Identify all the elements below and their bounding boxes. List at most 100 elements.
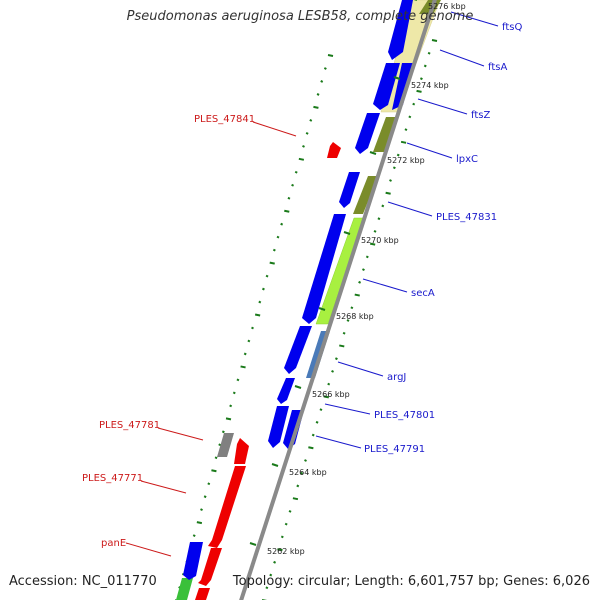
gene-forward[interactable] bbox=[183, 542, 203, 580]
track-dot bbox=[254, 313, 261, 317]
accession-label: Accession: NC_011770 bbox=[9, 574, 157, 589]
label-argJ: argJ bbox=[387, 372, 406, 383]
track-dot bbox=[412, 102, 416, 106]
gene-ftsZ[interactable] bbox=[355, 113, 380, 154]
scale-tick bbox=[271, 463, 279, 467]
label-panE: panE bbox=[101, 538, 126, 549]
gene-lpxC[interactable] bbox=[339, 172, 360, 208]
track-dot bbox=[284, 209, 290, 213]
track-dot bbox=[373, 230, 377, 233]
scale-tick-label: 5262 kbp bbox=[267, 547, 305, 556]
gene-argJ[interactable] bbox=[277, 378, 295, 404]
track-dot bbox=[385, 191, 391, 195]
track-dot bbox=[214, 456, 218, 460]
gene-PLES_47801[interactable] bbox=[268, 406, 289, 448]
track-dot bbox=[423, 64, 427, 68]
label-ftsQ: ftsQ bbox=[502, 22, 522, 33]
label-PLES_47791: PLES_47791 bbox=[364, 444, 425, 455]
track-dot bbox=[327, 54, 334, 57]
track-dot bbox=[346, 319, 350, 322]
scale-tick-label: 5274 kbp bbox=[411, 81, 449, 90]
track-dot bbox=[277, 548, 283, 552]
scale-tick bbox=[249, 542, 257, 546]
track-dot bbox=[288, 510, 292, 513]
track-dot bbox=[221, 430, 225, 434]
reverse-gene-labels: PLES_47841 PLES_47781 PLES_47771 panE bbox=[82, 114, 297, 557]
track-dot bbox=[308, 446, 314, 450]
genome-summary: Topology: circular; Length: 6,601,757 bp… bbox=[232, 574, 590, 589]
track-dot bbox=[315, 420, 319, 424]
track-dot bbox=[192, 534, 196, 538]
track-dot bbox=[291, 183, 295, 187]
scale-ticks: 5276 kbp 5274 kbp 5272 kbp 5270 kbp 5268 kbp… bbox=[249, 0, 466, 556]
track-dot bbox=[408, 115, 412, 119]
track-dot bbox=[207, 482, 211, 486]
inner-dotted-track bbox=[262, 39, 438, 600]
track-dot bbox=[320, 80, 324, 83]
gene-ftsQ[interactable] bbox=[388, 0, 413, 60]
track-dot bbox=[196, 521, 203, 525]
scale-tick bbox=[393, 76, 401, 80]
label-lpxC: lpxC bbox=[456, 154, 478, 165]
track-dot bbox=[342, 331, 346, 335]
forward-gene-labels: ftsQ ftsA ftsZ lpxC PLES_47831 secA argJ… bbox=[315, 11, 522, 455]
track-dot bbox=[431, 39, 438, 42]
track-dot bbox=[323, 395, 330, 399]
track-dot bbox=[319, 408, 323, 411]
scale-tick bbox=[318, 307, 326, 311]
label-PLES_47841: PLES_47841 bbox=[194, 114, 255, 125]
track-dot bbox=[323, 67, 327, 70]
track-dot bbox=[276, 235, 280, 239]
track-dot bbox=[211, 469, 217, 473]
track-dot bbox=[369, 242, 376, 246]
cog-block bbox=[373, 117, 398, 152]
track-dot bbox=[392, 166, 396, 170]
gene-secA[interactable] bbox=[284, 326, 312, 374]
track-dot bbox=[316, 93, 320, 96]
cog-block bbox=[217, 433, 234, 457]
label-PLES_47771: PLES_47771 bbox=[82, 473, 143, 484]
track-dot bbox=[292, 497, 299, 501]
gene-reverse[interactable] bbox=[195, 588, 210, 600]
gene-ftsA-2[interactable] bbox=[392, 63, 414, 110]
track-dot bbox=[358, 280, 362, 284]
track-dot bbox=[287, 196, 291, 200]
track-dot bbox=[416, 89, 422, 93]
gene-PLES_47771[interactable] bbox=[208, 466, 246, 548]
scale-tick-label: 5272 kbp bbox=[387, 156, 425, 165]
scale-tick-label: 5264 kbp bbox=[289, 468, 327, 477]
track-dot bbox=[396, 153, 400, 157]
forward-genes bbox=[183, 0, 414, 580]
cog-block bbox=[353, 176, 378, 214]
label-ftsZ: ftsZ bbox=[471, 110, 490, 121]
gene-PLES_47781[interactable] bbox=[234, 438, 249, 464]
scale-tick-label: 5276 kbp bbox=[428, 2, 466, 11]
track-dot bbox=[365, 255, 369, 259]
track-dot bbox=[302, 144, 305, 148]
track-dot bbox=[305, 131, 309, 135]
track-dot bbox=[377, 217, 381, 221]
label-PLES_47831: PLES_47831 bbox=[436, 212, 497, 223]
track-dot bbox=[251, 326, 254, 330]
gene-PLES_47831[interactable] bbox=[302, 214, 346, 324]
track-dot bbox=[240, 365, 246, 369]
label-secA: secA bbox=[411, 288, 435, 299]
gene-panE[interactable] bbox=[198, 548, 222, 586]
gene-PLES_47841[interactable] bbox=[327, 142, 341, 158]
track-dot bbox=[229, 404, 233, 408]
track-dot bbox=[296, 484, 300, 488]
track-dot bbox=[339, 344, 345, 348]
track-dot bbox=[203, 495, 207, 499]
gene-ftsA[interactable] bbox=[373, 63, 400, 110]
track-dot bbox=[304, 459, 307, 462]
cog-block bbox=[315, 217, 365, 325]
track-dot bbox=[280, 222, 284, 226]
track-dot bbox=[427, 51, 431, 55]
track-dot bbox=[350, 306, 354, 310]
track-dot bbox=[294, 170, 298, 174]
track-dot bbox=[313, 105, 319, 109]
track-dot bbox=[311, 433, 315, 437]
track-dot bbox=[404, 128, 408, 131]
track-dot bbox=[298, 157, 305, 161]
